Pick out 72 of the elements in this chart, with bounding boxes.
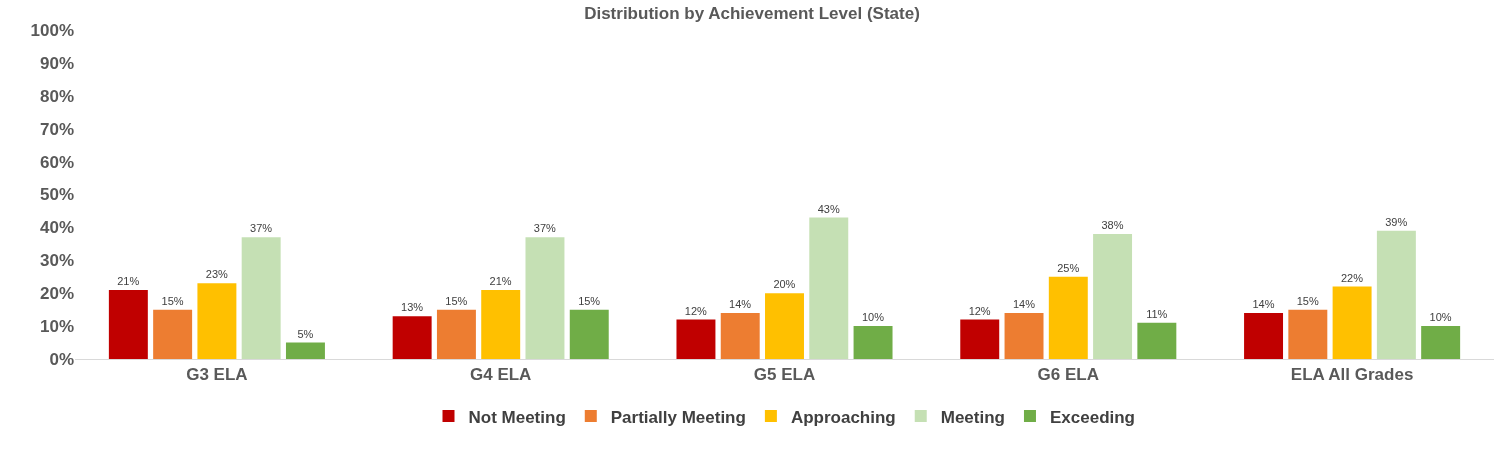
y-tick-label: 0% (49, 349, 74, 369)
bar (569, 309, 609, 359)
bar (436, 309, 476, 359)
data-label: 38% (1101, 218, 1124, 231)
data-label: 43% (817, 202, 840, 215)
y-tick-label: 50% (39, 185, 74, 205)
bar (809, 217, 849, 359)
bar (1376, 230, 1416, 359)
data-label: 14% (729, 297, 752, 310)
bar (1004, 312, 1044, 359)
data-label: 25% (1057, 261, 1080, 274)
data-label: 23% (205, 268, 229, 281)
data-label: 12% (684, 304, 708, 317)
bar (197, 283, 237, 359)
bar (1421, 326, 1461, 359)
bar (853, 326, 893, 359)
data-label: 5% (297, 327, 314, 340)
y-tick-label: 20% (39, 284, 74, 304)
data-label: 10% (861, 311, 885, 324)
data-label: 37% (250, 222, 273, 235)
bar (1137, 322, 1177, 359)
y-tick-label: 10% (39, 317, 74, 337)
y-tick-label: 70% (39, 119, 74, 139)
y-tick-label: 100% (30, 20, 74, 40)
y-tick-label: 80% (39, 86, 74, 106)
data-label: 37% (533, 222, 557, 235)
bar (1332, 286, 1372, 359)
bar (1048, 276, 1088, 359)
x-tick-label: ELA All Grades (1290, 365, 1414, 385)
bar (720, 312, 760, 359)
bar (108, 289, 148, 359)
data-label: 15% (445, 294, 468, 307)
data-label: 39% (1385, 215, 1408, 228)
bar (1288, 309, 1328, 359)
bar (676, 319, 716, 359)
data-label: 10% (1429, 311, 1452, 324)
chart-title: Distribution by Achievement Level (State) (584, 3, 920, 23)
data-label: 20% (773, 278, 796, 291)
legend-label: Meeting (940, 407, 1005, 427)
data-label: 11% (1146, 307, 1168, 320)
bar (960, 319, 1000, 359)
y-tick-label: 40% (39, 218, 74, 238)
legend-label: Exceeding (1049, 407, 1136, 427)
bar (241, 237, 281, 359)
y-tick-label: 30% (39, 251, 74, 271)
bar (765, 293, 804, 359)
bar (285, 342, 325, 359)
x-tick-label: G5 ELA (753, 365, 816, 385)
data-label: 14% (1252, 297, 1275, 310)
legend-label: Partially Meeting (610, 407, 746, 427)
legend-label: Approaching (790, 407, 896, 427)
data-label: 21% (489, 274, 512, 287)
bar (153, 309, 193, 359)
bar (392, 316, 432, 359)
y-tick-label: 60% (39, 152, 74, 172)
bar (525, 237, 565, 359)
x-tick-label: G3 ELA (186, 365, 248, 385)
y-tick-label: 90% (39, 53, 74, 73)
data-label: 12% (968, 304, 991, 317)
data-label: 15% (1296, 294, 1319, 307)
data-label: 15% (161, 294, 184, 307)
data-label: 15% (578, 294, 601, 307)
bar (1244, 312, 1284, 359)
x-tick-label: G4 ELA (470, 365, 532, 385)
data-label: 22% (1340, 271, 1364, 284)
data-label: 21% (117, 274, 140, 287)
legend-label: Not Meeting (468, 407, 566, 427)
data-label: 13% (401, 301, 424, 314)
bar (481, 289, 521, 359)
data-label: 14% (1012, 297, 1036, 310)
x-tick-label: G6 ELA (1037, 365, 1099, 385)
bar (1093, 233, 1133, 359)
